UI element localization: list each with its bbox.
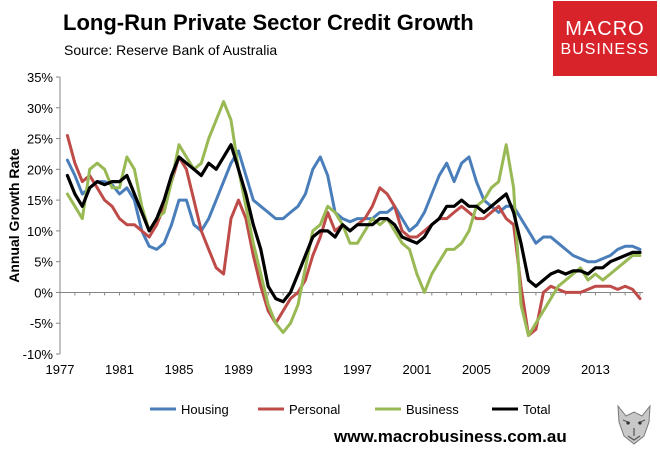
chart-legend: Housing Personal Business Total bbox=[150, 402, 551, 417]
x-tick-label: 1993 bbox=[283, 362, 312, 377]
brand-logo[interactable]: MACRO BUSINESS bbox=[553, 1, 657, 76]
wolf-mascot-icon bbox=[617, 404, 651, 445]
y-tick-label: 5% bbox=[34, 255, 53, 270]
legend-label-total: Total bbox=[523, 402, 551, 417]
chart-title: Long-Run Private Sector Credit Growth bbox=[63, 10, 474, 35]
chart-subtitle: Source: Reserve Bank of Australia bbox=[64, 42, 278, 58]
y-tick-label: 15% bbox=[27, 193, 53, 208]
series-line-business bbox=[65, 100, 642, 337]
x-tick-label: 2005 bbox=[462, 362, 491, 377]
chart-series bbox=[65, 100, 642, 337]
logo-line-1: MACRO bbox=[565, 17, 645, 40]
legend-label-housing: Housing bbox=[181, 402, 229, 417]
x-tick-label: 2001 bbox=[402, 362, 431, 377]
x-tick-label: 1997 bbox=[343, 362, 372, 377]
y-tick-label: -10% bbox=[23, 347, 54, 362]
x-tick-label: 1981 bbox=[105, 362, 134, 377]
x-tick-label: 1985 bbox=[165, 362, 194, 377]
y-tick-label: 30% bbox=[27, 101, 53, 116]
footer-url[interactable]: www.macrobusiness.com.au bbox=[334, 427, 567, 446]
x-tick-label: 2009 bbox=[521, 362, 550, 377]
x-tick-label: 1989 bbox=[224, 362, 253, 377]
y-tick-label: -5% bbox=[30, 316, 54, 331]
chart-axes: 35% 30% 25% 20% 15% 10% 5% 0% -5% -10%1977 1981 198… bbox=[6, 70, 643, 377]
y-tick-label: 20% bbox=[27, 162, 53, 177]
series-line-personal bbox=[65, 134, 642, 337]
x-tick-label: 1977 bbox=[46, 362, 75, 377]
legend-label-personal: Personal bbox=[289, 402, 340, 417]
series-line-housing bbox=[65, 149, 642, 264]
legend-label-business: Business bbox=[406, 402, 459, 417]
series-line-total bbox=[65, 143, 642, 304]
y-tick-label: 0% bbox=[34, 285, 53, 300]
y-tick-label: 35% bbox=[27, 70, 53, 85]
y-tick-label: 10% bbox=[27, 224, 53, 239]
logo-line-2: BUSINESS bbox=[560, 40, 650, 58]
x-tick-label: 2013 bbox=[581, 362, 610, 377]
y-axis-label: Annual Growth Rate bbox=[6, 148, 22, 283]
y-tick-label: 25% bbox=[27, 132, 53, 147]
